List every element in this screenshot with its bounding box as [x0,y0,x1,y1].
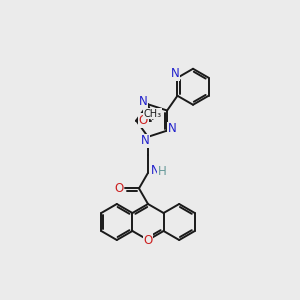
Text: N: N [171,67,180,80]
Text: N: N [168,122,176,135]
Text: N: N [151,164,160,177]
Text: CH₃: CH₃ [144,109,162,119]
Text: N: N [139,95,147,108]
Text: O: O [139,114,148,127]
Text: O: O [114,182,123,195]
Text: H: H [158,165,167,178]
Text: N: N [141,134,149,147]
Text: O: O [143,233,153,247]
